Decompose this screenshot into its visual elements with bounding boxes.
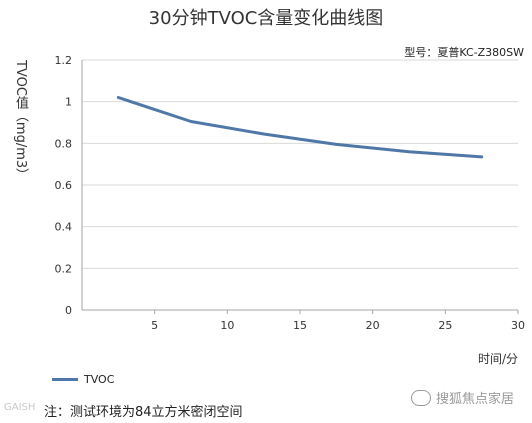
axes — [81, 60, 519, 314]
watermark-left: GAISH — [4, 402, 36, 413]
y-tick-label: 0.6 — [55, 179, 73, 192]
note-text: 注：测试环境为84立方米密闭空间 — [44, 405, 243, 420]
x-tick-label: 10 — [220, 319, 234, 332]
x-tick-label: 30 — [511, 319, 525, 332]
y-tick-label: 0.8 — [55, 137, 73, 150]
x-tick-label: 20 — [366, 319, 380, 332]
tick-labels: 0 0.2 0.4 0.6 0.8 1 1.2 5 10 15 20 25 30 — [55, 54, 526, 332]
watermark-right: 搜狐焦点家居 — [410, 388, 514, 407]
legend: TVOC — [52, 373, 114, 386]
chart-title: 30分钟TVOC含量变化曲线图 — [148, 8, 384, 29]
y-tick-label: 1 — [65, 96, 72, 109]
wechat-icon — [410, 389, 431, 406]
model-label: 型号：夏普KC-Z380SW — [404, 46, 524, 59]
x-tick-label: 5 — [151, 319, 158, 332]
legend-label: TVOC — [84, 373, 115, 386]
y-tick-label: 0.4 — [55, 221, 73, 234]
grid-lines — [82, 59, 518, 269]
x-axis-label: 时间/分 — [477, 352, 518, 366]
y-tick-label: 0 — [65, 304, 72, 317]
y-tick-label: 0.2 — [55, 262, 73, 275]
y-tick-label: 1.2 — [55, 54, 73, 67]
series-lines — [116, 96, 484, 159]
y-axis-label: TVOC值（mg/m3） — [13, 60, 28, 182]
series-line-tvoc — [116, 96, 484, 159]
x-tick-label: 25 — [438, 319, 452, 332]
x-tick-label: 15 — [293, 319, 307, 332]
legend-swatch — [52, 378, 78, 381]
watermark-right-text: 搜狐焦点家居 — [435, 392, 514, 407]
